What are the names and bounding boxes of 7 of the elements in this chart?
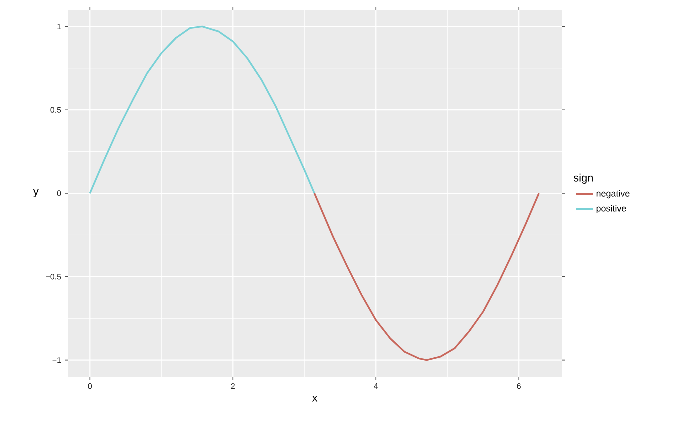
line-series: [314, 192, 540, 362]
legend-label: positive: [596, 205, 626, 214]
x-axis-title: x: [312, 396, 318, 402]
y-axis-title: y: [33, 189, 39, 198]
legend-label: negative: [596, 190, 630, 199]
legend-title: sign: [574, 174, 593, 184]
line-series: [89, 26, 316, 194]
